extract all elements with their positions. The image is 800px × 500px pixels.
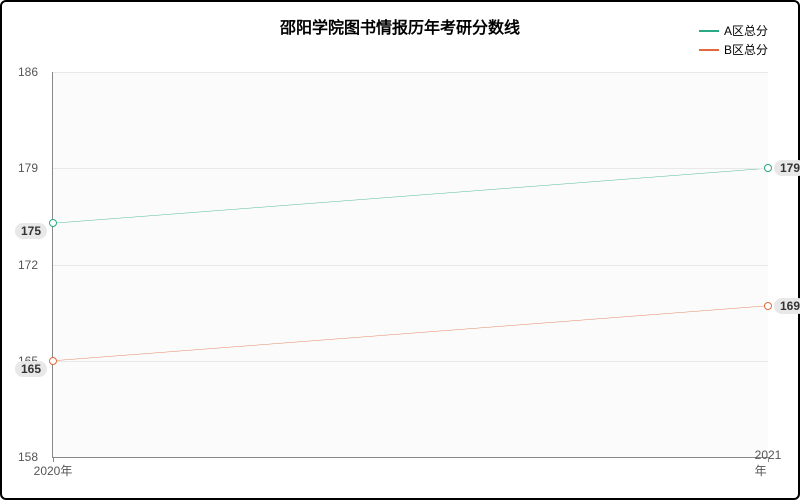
series-line xyxy=(53,306,768,361)
y-axis-label: 172 xyxy=(18,258,38,272)
legend-label-a: A区总分 xyxy=(724,22,768,39)
grid-line xyxy=(53,168,768,169)
plot-area: 1581651721791862020年2021年175179165169 xyxy=(52,72,768,458)
data-marker xyxy=(49,219,57,227)
legend-label-b: B区总分 xyxy=(724,41,768,58)
point-label: 175 xyxy=(15,223,47,239)
series-line xyxy=(53,168,768,223)
legend-item: A区总分 xyxy=(699,22,768,39)
chart-container: 邵阳学院图书情报历年考研分数线 A区总分 B区总分 15816517217918… xyxy=(0,0,800,500)
data-marker xyxy=(764,164,772,172)
chart-title: 邵阳学院图书情报历年考研分数线 xyxy=(2,14,798,38)
y-axis-label: 179 xyxy=(18,161,38,175)
point-label: 179 xyxy=(774,160,800,176)
grid-line xyxy=(53,265,768,266)
y-axis-label: 186 xyxy=(18,65,38,79)
x-axis-label: 2021年 xyxy=(755,448,782,479)
legend-item: B区总分 xyxy=(699,41,768,58)
x-tick xyxy=(53,457,54,462)
legend-swatch-a xyxy=(699,30,719,32)
data-marker xyxy=(49,357,57,365)
grid-line xyxy=(53,72,768,73)
x-tick xyxy=(768,457,769,462)
point-label: 165 xyxy=(15,361,47,377)
legend: A区总分 B区总分 xyxy=(699,22,768,60)
grid-line xyxy=(53,361,768,362)
data-marker xyxy=(764,302,772,310)
point-label: 169 xyxy=(774,298,800,314)
x-axis-label: 2020年 xyxy=(34,462,73,479)
legend-swatch-b xyxy=(699,49,719,51)
